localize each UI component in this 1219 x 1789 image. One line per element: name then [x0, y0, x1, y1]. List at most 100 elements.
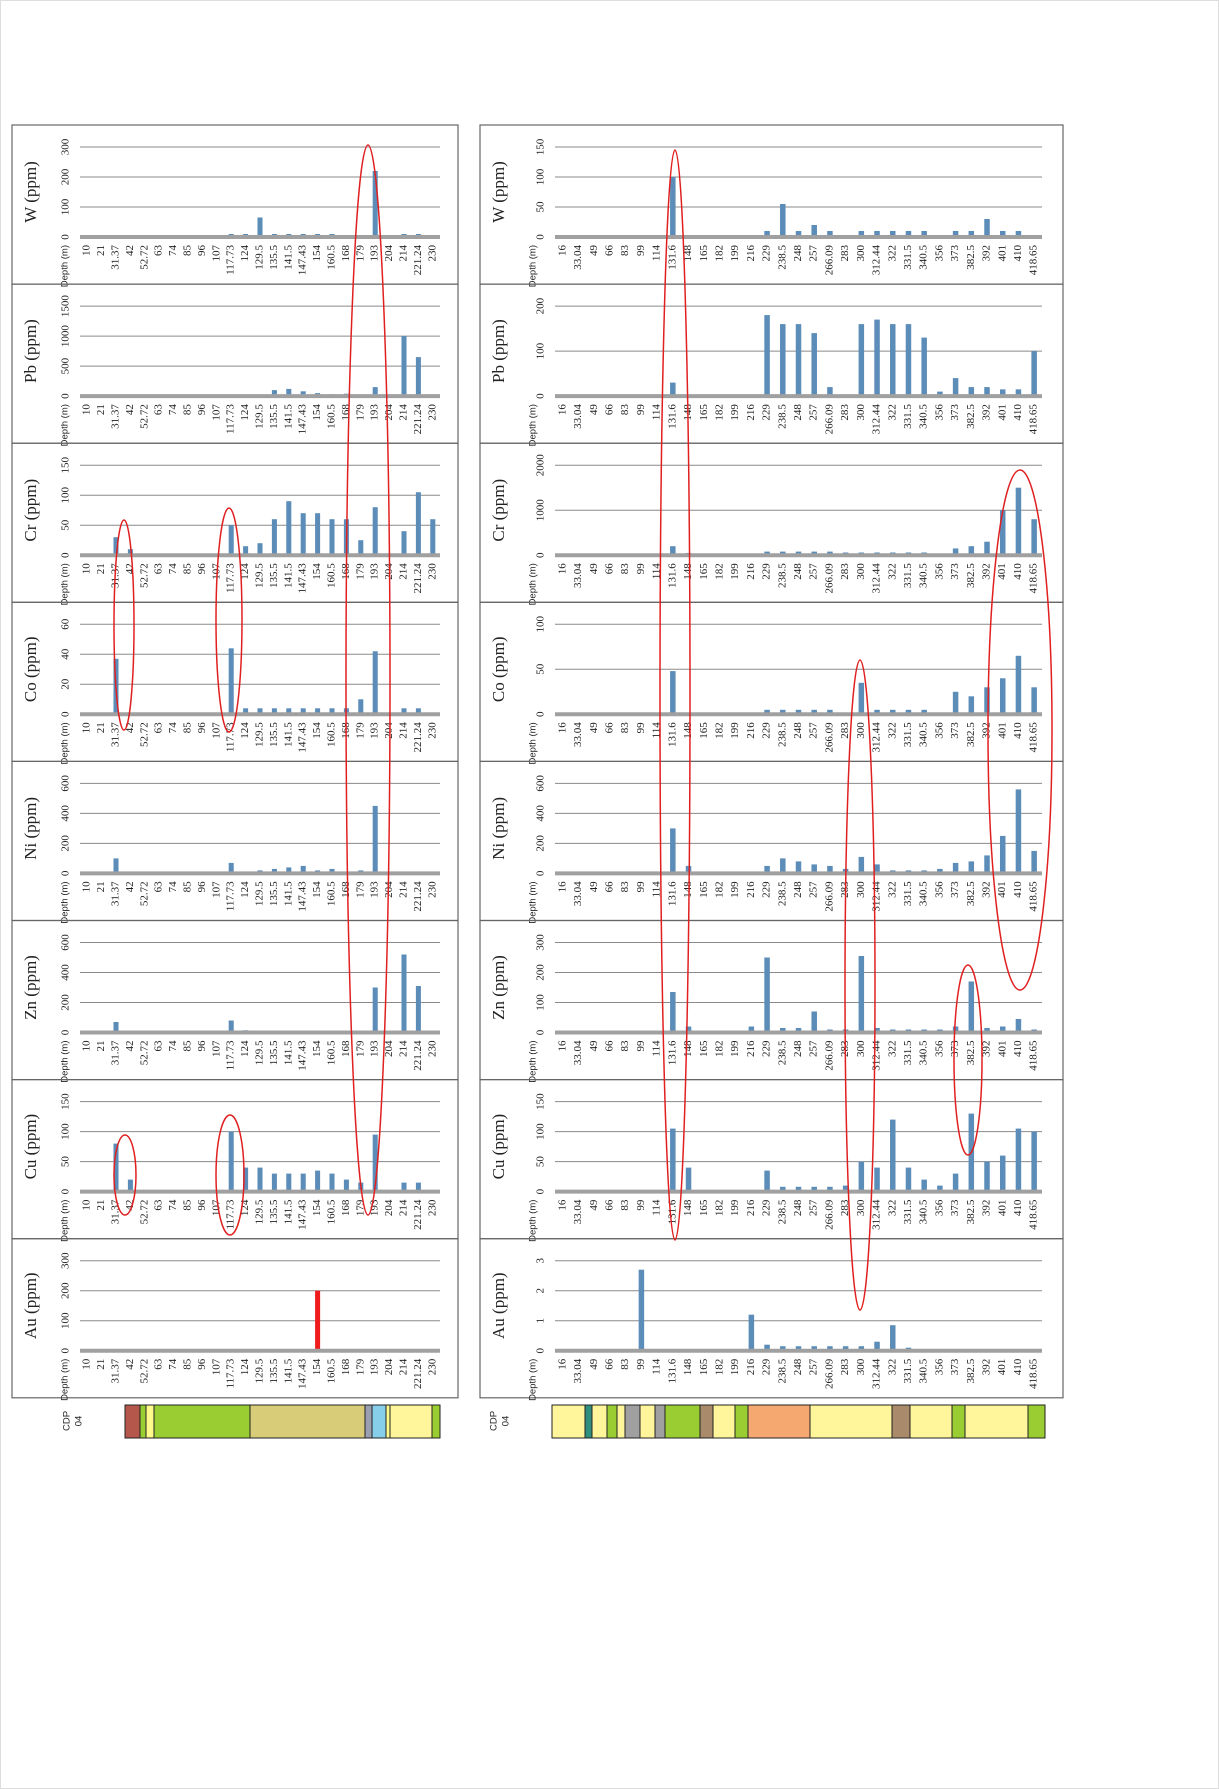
- lithology-unit: [385, 1404, 391, 1439]
- bar: [228, 648, 234, 715]
- x-tick-label: 83: [619, 1199, 631, 1211]
- x-tick-label: 131.6: [666, 563, 678, 588]
- x-tick-label: 147.43: [297, 1199, 309, 1230]
- bar: [858, 1161, 865, 1192]
- x-tick-label: 392: [981, 404, 993, 421]
- bar: [780, 709, 786, 715]
- x-tick-label: 322: [886, 1041, 898, 1058]
- y-tick-label: 1000: [60, 325, 72, 348]
- x-tick-label: 266.09: [823, 881, 835, 912]
- x-tick-label: 168: [340, 1040, 352, 1057]
- y-tick-label: 1000: [535, 499, 547, 522]
- x-tick-label: 179: [354, 563, 366, 580]
- x-tick-label: 49: [588, 1040, 600, 1052]
- lithology-unit: [734, 1404, 749, 1439]
- y-tick-label: 0: [60, 1347, 72, 1353]
- bar: [999, 1026, 1006, 1033]
- x-tick-label: 31.37: [110, 881, 122, 906]
- x-axis-label: Depth (m): [60, 563, 71, 605]
- x-tick-label: 74: [167, 245, 179, 257]
- bar: [890, 709, 896, 715]
- x-tick-label: 340.5: [918, 1040, 930, 1065]
- x-tick-label: 160.5: [326, 404, 338, 429]
- x-tick-label: 74: [167, 1199, 179, 1211]
- x-tick-label: 229: [761, 563, 773, 580]
- bar: [300, 1173, 306, 1192]
- x-tick-label: 114: [651, 722, 663, 739]
- x-tick-label: 99: [635, 881, 647, 893]
- y-tick-label: 100: [535, 616, 547, 633]
- lithology-unit: [654, 1404, 666, 1439]
- x-tick-label: 114: [651, 1199, 663, 1216]
- x-tick-label: 148: [682, 563, 694, 580]
- x-tick-label: 33.04: [572, 1358, 584, 1383]
- y-tick-label: 200: [60, 168, 72, 185]
- x-tick-label: 96: [196, 404, 208, 416]
- bar: [257, 543, 263, 556]
- highlight: [113, 519, 135, 731]
- x-tick-label: 85: [182, 1199, 194, 1211]
- bar: [243, 708, 249, 715]
- bar: [764, 957, 770, 1033]
- x-tick-label: 131.6: [666, 1040, 678, 1065]
- lithology-unit: [951, 1404, 966, 1439]
- x-tick-label: 401: [996, 404, 1008, 421]
- x-tick-label: 182: [713, 881, 725, 898]
- y-tick-label: 1500: [60, 295, 72, 318]
- bar: [764, 865, 770, 874]
- x-tick-label: 31.37: [110, 1040, 122, 1065]
- bar: [1015, 231, 1022, 237]
- chart-panel: Zn (ppm) Depth (m) 0 100 200 300 16 33.04 49 66 83…: [479, 919, 1064, 1083]
- lithology-unit: [624, 1404, 641, 1439]
- x-tick-label: 63: [153, 722, 165, 734]
- y-tick-label: 0: [60, 870, 72, 876]
- x-tick-label: 204: [383, 404, 395, 421]
- log-label: CDP: [489, 1411, 500, 1431]
- x-tick-label: 107: [210, 1358, 222, 1375]
- bar: [372, 987, 378, 1033]
- x-tick-label: 96: [196, 722, 208, 734]
- bar: [952, 1173, 959, 1192]
- lithology-unit: [616, 1404, 626, 1439]
- x-tick-label: 300: [855, 245, 867, 262]
- x-tick-label: 148: [682, 1199, 694, 1216]
- log-label: 04: [74, 1416, 85, 1427]
- bar: [1031, 1131, 1037, 1192]
- bar: [968, 861, 975, 874]
- x-tick-label: 418.65: [1028, 1040, 1040, 1071]
- x-tick-label: 312.44: [871, 245, 883, 276]
- x-axis-label: Depth (m): [60, 1200, 71, 1242]
- x-axis-label: Depth (m): [528, 1200, 539, 1242]
- log-label: CDP: [62, 1411, 73, 1431]
- x-tick-label: 214: [398, 563, 410, 580]
- x-tick-label: 99: [635, 1358, 647, 1370]
- x-tick-label: 129.5: [254, 722, 266, 747]
- y-tick-label: 150: [535, 1093, 547, 1110]
- x-tick-label: 107: [210, 881, 222, 898]
- highlight: [987, 469, 1053, 991]
- bar: [780, 324, 786, 397]
- bar: [905, 231, 912, 237]
- bar: [113, 858, 119, 874]
- x-tick-label: 129.5: [254, 881, 266, 906]
- x-tick-label: 283: [839, 404, 851, 421]
- x-tick-label: 331.5: [902, 1199, 914, 1224]
- y-tick-label: 600: [60, 775, 72, 792]
- x-tick-label: 179: [354, 1040, 366, 1057]
- x-tick-label: 96: [196, 1199, 208, 1211]
- x-tick-label: 10: [81, 881, 93, 893]
- bar: [415, 708, 421, 715]
- y-tick-label: 300: [60, 1252, 72, 1269]
- x-tick-label: 331.5: [902, 1358, 914, 1383]
- y-tick-label: 400: [60, 964, 72, 981]
- lithology-unit: [964, 1404, 1029, 1439]
- x-tick-label: 410: [1012, 1358, 1024, 1375]
- x-axis-label: Depth (m): [60, 881, 71, 923]
- x-tick-label: 168: [340, 1199, 352, 1216]
- x-tick-label: 221.24: [412, 563, 424, 594]
- x-tick-label: 66: [604, 563, 616, 575]
- x-tick-label: 193: [369, 563, 381, 580]
- y-tick-label: 600: [60, 934, 72, 951]
- x-tick-label: 31.37: [110, 245, 122, 270]
